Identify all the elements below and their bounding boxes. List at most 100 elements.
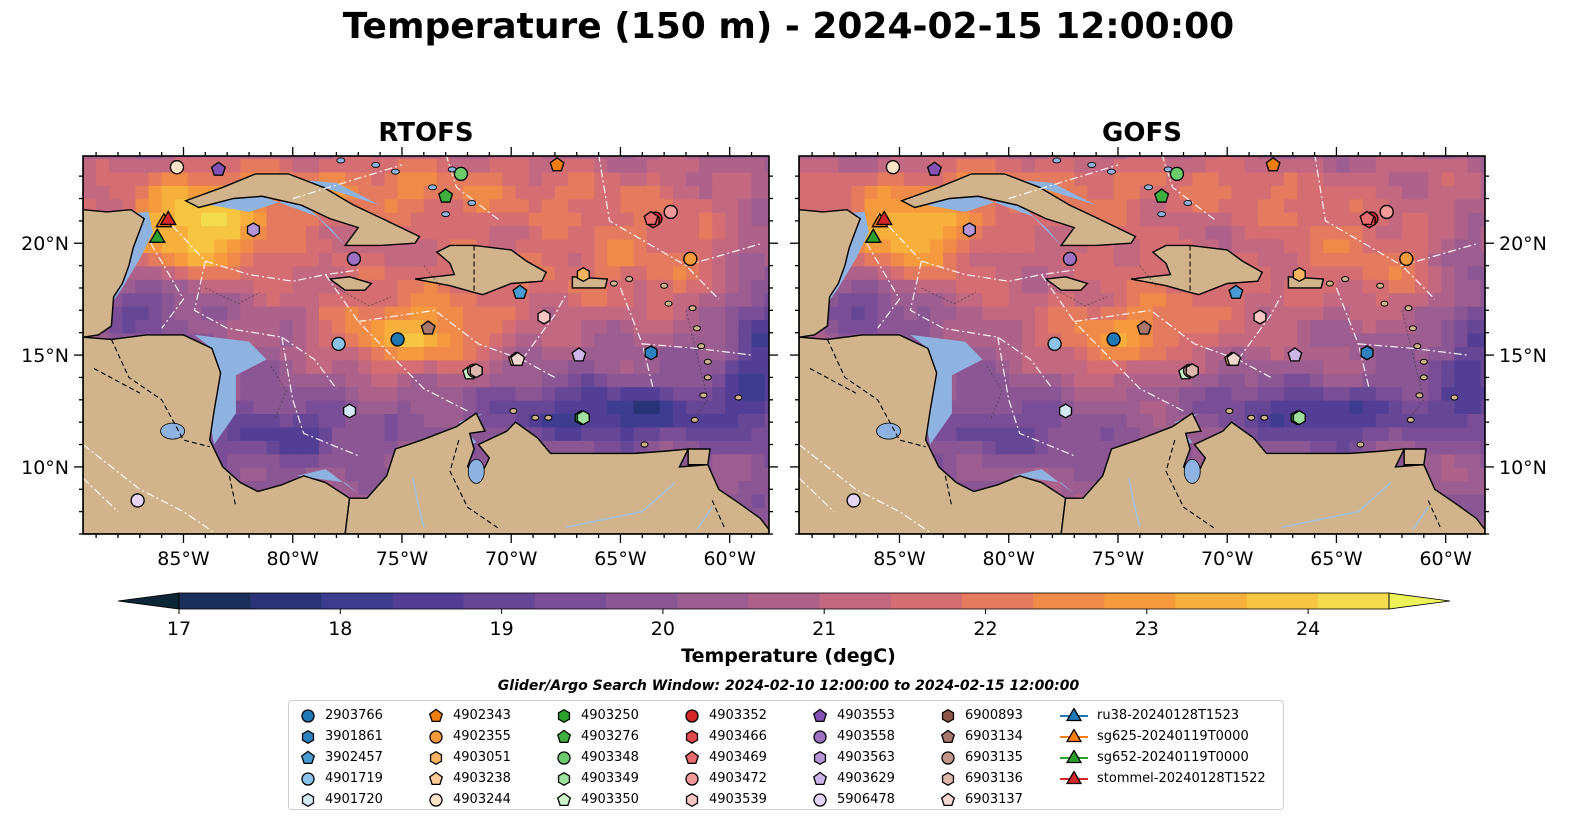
legend-label: 4903553 bbox=[837, 708, 895, 723]
legend-item: 4903466 bbox=[683, 726, 767, 747]
rivers bbox=[1128, 477, 1429, 530]
lon-tick-label: 85°W bbox=[873, 548, 926, 570]
legend-item: 4903348 bbox=[555, 747, 639, 768]
legend-label: 4903051 bbox=[453, 750, 511, 765]
colorbar-tick-label: 21 bbox=[812, 618, 837, 640]
gliders bbox=[148, 210, 177, 243]
legend-marker-icon bbox=[1060, 707, 1088, 721]
legend-marker-icon bbox=[556, 792, 572, 806]
gliders bbox=[864, 210, 893, 243]
legend-column: 2903766 3901861 3902457 4901719 4901720 bbox=[299, 705, 383, 810]
float-6903137 bbox=[510, 351, 526, 366]
float-5906478 bbox=[846, 493, 861, 508]
float-3902457 bbox=[1228, 284, 1244, 299]
float-4903539 bbox=[1253, 309, 1267, 325]
legend-item: 4903250 bbox=[555, 705, 639, 726]
float-4903629 bbox=[1287, 347, 1303, 362]
legend-item: 3902457 bbox=[299, 747, 383, 768]
colorbar-tick-label: 23 bbox=[1134, 618, 1159, 640]
colorbar-segment bbox=[677, 593, 749, 609]
legend-marker-icon bbox=[1060, 728, 1088, 742]
float-4903629 bbox=[571, 347, 587, 362]
colorbar-segment bbox=[819, 593, 892, 609]
land-mexico bbox=[83, 156, 146, 338]
lat-tick-label: 10°N bbox=[1499, 457, 1547, 479]
float-4903051 bbox=[576, 266, 590, 283]
legend-column: 4902343 4902355 4903051 4903238 4903244 bbox=[427, 705, 511, 810]
legend-marker-icon bbox=[685, 729, 699, 744]
legend-float-marker bbox=[428, 771, 444, 785]
float-4903349 bbox=[1292, 410, 1306, 426]
legend-label: sg625-20240119T0000 bbox=[1097, 729, 1249, 744]
colorbar-tick-label: 20 bbox=[650, 618, 675, 640]
legend-item: 3901861 bbox=[299, 726, 383, 747]
legend-item: 4901719 bbox=[299, 768, 383, 789]
legend-marker-icon bbox=[685, 708, 699, 723]
lon-tick-label: 65°W bbox=[594, 548, 647, 570]
legend-item: 4903238 bbox=[427, 768, 511, 789]
colorbar-label: Temperature (degC) bbox=[681, 645, 896, 667]
map-frame bbox=[82, 155, 770, 535]
legend-marker-icon bbox=[941, 750, 955, 765]
temperature-field bbox=[83, 156, 769, 534]
float-3901861 bbox=[1360, 345, 1374, 361]
legend-item: 4903276 bbox=[555, 726, 639, 747]
lon-tick-label: 60°W bbox=[703, 548, 756, 570]
colorbar-segment bbox=[748, 593, 821, 609]
legend-marker-icon bbox=[684, 750, 700, 764]
lon-tick-label: 60°W bbox=[1419, 548, 1472, 570]
legend-column: 6900893 6903134 6903135 6903136 6903137 bbox=[939, 705, 1023, 810]
colorbar-segment bbox=[1246, 593, 1319, 609]
float-4903553 bbox=[210, 161, 227, 176]
float-4903469 bbox=[643, 210, 659, 226]
legend-label: 4903469 bbox=[709, 750, 767, 765]
legend-label: 3901861 bbox=[325, 729, 383, 744]
legend-item: sg625-20240119T0000 bbox=[1059, 726, 1266, 747]
colorbar-segment bbox=[1175, 593, 1248, 609]
float-4903563 bbox=[246, 222, 260, 238]
lon-tick-label: 65°W bbox=[1310, 548, 1363, 570]
legend-item: 6903134 bbox=[939, 726, 1023, 747]
legend-glider-marker bbox=[1065, 728, 1083, 742]
float-2903766 bbox=[390, 332, 405, 347]
eez-lines bbox=[799, 156, 1479, 534]
bathymetry-contours bbox=[921, 265, 1425, 423]
legend-label: stommel-20240128T1522 bbox=[1097, 771, 1266, 786]
legend-item: 4903563 bbox=[811, 747, 895, 768]
legend-marker-icon bbox=[429, 792, 443, 807]
lon-tick-label: 75°W bbox=[376, 548, 429, 570]
float-4903244 bbox=[885, 160, 901, 175]
legend-item: 4901720 bbox=[299, 789, 383, 810]
legend-label: 4901720 bbox=[325, 792, 383, 807]
land-hispaniola bbox=[1130, 244, 1264, 296]
land-trinidad bbox=[687, 448, 711, 466]
colorbar-extend-low bbox=[117, 592, 180, 610]
colorbar-segment bbox=[321, 593, 394, 609]
argo-floats bbox=[130, 156, 698, 508]
legend-marker-icon bbox=[1060, 749, 1088, 763]
colorbar-tick-label: 18 bbox=[328, 618, 353, 640]
map-panel-rtofs[interactable]: 85°W 80°W 75°W 70°W 65°W 60°W 20°N 15°N 10°N bbox=[21, 145, 778, 570]
legend-float-marker bbox=[429, 750, 443, 765]
float-4901719 bbox=[1047, 336, 1062, 352]
legend-marker-icon bbox=[301, 708, 315, 723]
float-2903766 bbox=[1106, 332, 1121, 347]
figure-title: Temperature (150 m) - 2024-02-15 12:00:0… bbox=[342, 6, 1235, 47]
colorbar-segment bbox=[534, 593, 607, 609]
legend-item: 4903350 bbox=[555, 789, 639, 810]
colorbar-segment bbox=[961, 593, 1034, 609]
lat-tick-label: 20°N bbox=[1499, 233, 1547, 255]
colorbar-segment bbox=[1317, 593, 1390, 609]
legend-float-marker bbox=[940, 792, 956, 806]
float-5906478 bbox=[130, 493, 145, 508]
bathymetry-contours bbox=[205, 265, 709, 423]
legend-item: sg652-20240119T0000 bbox=[1059, 747, 1266, 768]
legend-marker-icon bbox=[557, 708, 571, 723]
lon-tick-label: 70°W bbox=[1201, 548, 1254, 570]
legend-marker-icon bbox=[301, 771, 315, 786]
map-panel-gofs[interactable]: 85°W 80°W 75°W 70°W 65°W 60°W 20°N 15°N 10°N bbox=[790, 145, 1547, 570]
land-trinidad bbox=[1403, 448, 1427, 466]
legend-item: 2903766 bbox=[299, 705, 383, 726]
lake-nicaragua bbox=[876, 422, 901, 440]
float-4902355 bbox=[1399, 251, 1414, 267]
